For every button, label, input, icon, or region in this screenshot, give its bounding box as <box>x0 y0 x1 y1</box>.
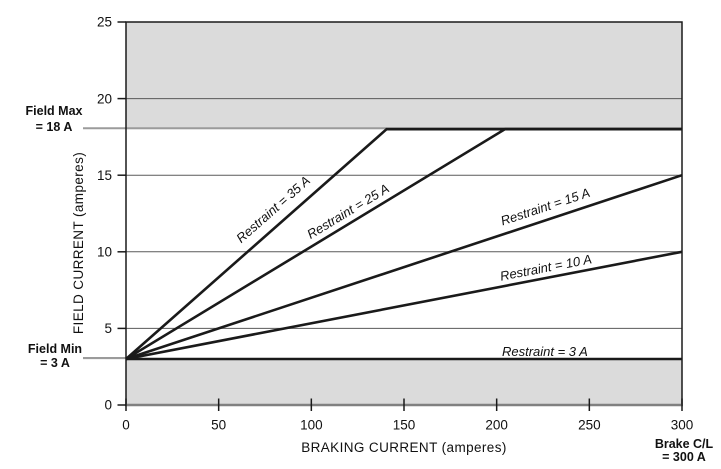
y-tick-label-0: 0 <box>104 398 112 413</box>
x-axis-title: BRAKING CURRENT (amperes) <box>301 440 507 455</box>
exclusion-bands <box>126 22 682 405</box>
series-restraint-25 <box>125 127 682 361</box>
field-max-label-line1: Field Max <box>26 104 83 118</box>
y-tick-label-15: 15 <box>97 168 112 183</box>
x-tick-label-50: 50 <box>211 418 226 433</box>
gridlines <box>126 98 682 329</box>
series-restraint-35 <box>125 127 682 360</box>
restraint-curves <box>125 127 683 361</box>
y-tick-label-25: 25 <box>97 15 112 30</box>
x-tick-label-300: 300 <box>671 418 694 433</box>
field-max-label-line2: = 18 A <box>36 120 73 134</box>
field-min-exclusion-band <box>126 359 682 405</box>
field-min-label-line1: Field Min <box>28 342 82 356</box>
field-min-label-line2: = 3 A <box>40 356 70 370</box>
series-restraint-10 <box>125 250 683 361</box>
series-label-restraint-15: Restraint = 15 A <box>499 185 592 228</box>
y-tick-label-10: 10 <box>97 245 112 260</box>
x-tick-label-250: 250 <box>578 418 601 433</box>
brake-cl-label-line2: = 300 A <box>662 450 706 464</box>
series-restraint-15 <box>125 173 683 361</box>
series-label-restraint-3: Restraint = 3 A <box>502 344 588 359</box>
x-tick-label-0: 0 <box>122 418 130 433</box>
y-tick-label-5: 5 <box>104 321 112 336</box>
y-axis-title: FIELD CURRENT (amperes) <box>71 152 86 334</box>
limit-edge-lines <box>83 127 682 360</box>
x-tick-label-200: 200 <box>485 418 508 433</box>
field-max-exclusion-band <box>126 22 682 130</box>
y-tick-label-20: 20 <box>97 91 112 106</box>
series-label-restraint-35: Restraint = 35 A <box>233 173 313 246</box>
brake-cl-label-line1: Brake C/L <box>655 437 714 451</box>
x-tick-label-100: 100 <box>300 418 323 433</box>
x-tick-label-150: 150 <box>393 418 416 433</box>
